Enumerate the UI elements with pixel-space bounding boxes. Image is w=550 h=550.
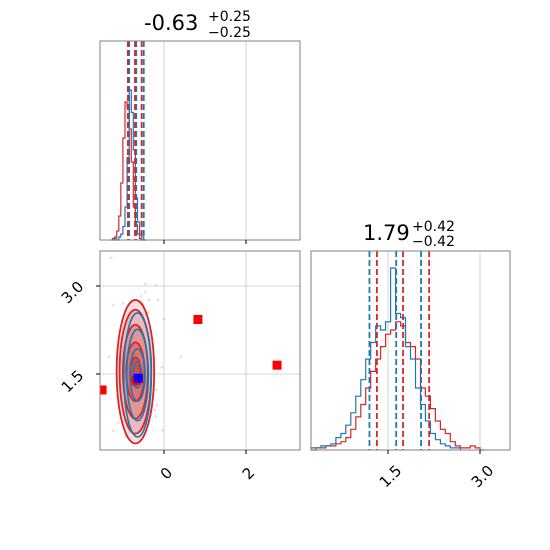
x-tick-label-0: 0 — [157, 464, 176, 483]
title-median: -0.63 — [144, 11, 198, 35]
sample-point — [153, 408, 157, 412]
sample-point — [121, 301, 125, 305]
sample-point — [160, 365, 164, 369]
title-plus: +0.25 — [208, 9, 251, 25]
sample-point — [154, 415, 158, 418]
sample-point — [162, 317, 166, 321]
title-plus: +0.42 — [412, 219, 455, 235]
x-tick-label-2: 2 — [239, 464, 258, 483]
title-minus: −0.25 — [208, 25, 251, 41]
sample-point — [136, 450, 139, 453]
sample-point — [112, 303, 115, 307]
marginal-histogram-param-1: -0.63 +0.25 −0.25 — [99, 9, 301, 244]
sample-point — [117, 421, 120, 424]
marginal-histogram-param-2: 1.5 3.0 1.79 +0.42 −0.42 — [310, 219, 511, 492]
contour-blue — [122, 312, 153, 438]
joint-contour-panel: 0 2 3.0 1.5 — [58, 241, 301, 483]
y-tick-label-3-0: 3.0 — [58, 278, 88, 308]
sample-point — [112, 429, 115, 433]
sample-point — [110, 256, 113, 259]
sample-point — [144, 290, 147, 293]
marker-red — [100, 385, 107, 395]
title-minus: −0.42 — [412, 234, 455, 250]
histogram-red — [311, 321, 486, 451]
title-median: 1.79 — [363, 221, 410, 245]
sample-point — [147, 311, 150, 314]
sample-point — [107, 355, 111, 359]
sample-point — [179, 355, 183, 358]
sample-point — [147, 298, 151, 302]
contour-blue — [125, 328, 150, 422]
marker-red — [272, 360, 282, 370]
sample-point — [156, 298, 160, 301]
sample-point — [155, 404, 159, 407]
axes-frame — [99, 40, 301, 241]
axes-frame — [310, 250, 511, 451]
x-tick-label-3-0: 3.0 — [468, 462, 498, 492]
sample-point — [143, 282, 147, 285]
sample-point — [161, 428, 164, 432]
contour-blue — [129, 348, 146, 402]
histogram-blue — [310, 267, 461, 450]
y-tick-label-1-5: 1.5 — [58, 367, 88, 397]
x-tick-label-1-5: 1.5 — [376, 462, 406, 492]
sample-point — [139, 294, 143, 298]
marker-red — [193, 315, 203, 325]
sample-point — [128, 241, 131, 244]
marker-blue — [133, 373, 143, 383]
axes-frame — [99, 250, 301, 451]
sample-point — [154, 283, 158, 287]
sample-point — [155, 388, 158, 391]
